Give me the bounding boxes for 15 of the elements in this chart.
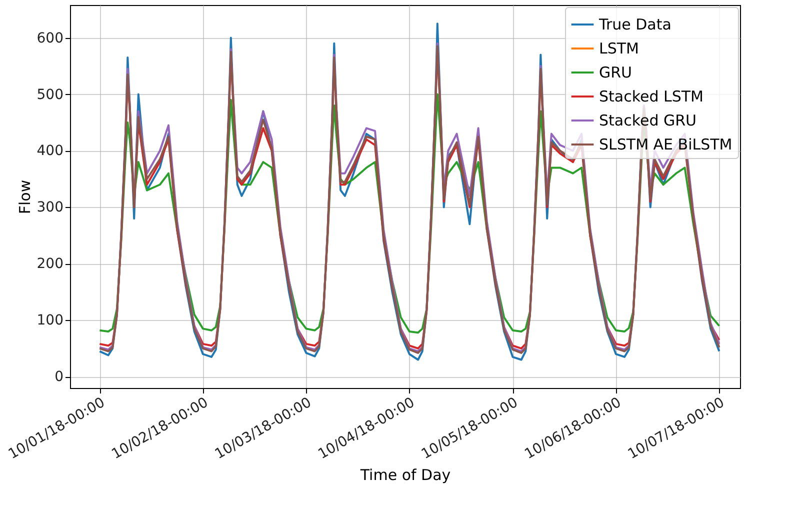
y-axis-title: Flow — [16, 180, 34, 214]
legend-label: True Data — [598, 16, 672, 34]
legend-label: SLSTM AE BiLSTM — [599, 136, 732, 154]
y-tick-label: 500 — [36, 86, 64, 103]
legend-label: GRU — [599, 64, 632, 82]
y-tick-label: 0 — [54, 369, 64, 386]
x-axis-title: Time of Day — [359, 466, 451, 484]
y-tick-label: 200 — [36, 256, 64, 272]
y-tick-label: 300 — [36, 200, 64, 216]
legend-label: LSTM — [599, 40, 639, 58]
y-tick-label: 100 — [36, 312, 64, 329]
y-tick-label: 400 — [36, 143, 64, 160]
y-tick-label: 600 — [36, 30, 64, 46]
legend-label: Stacked GRU — [599, 112, 697, 130]
legend-label: Stacked LSTM — [599, 88, 704, 106]
